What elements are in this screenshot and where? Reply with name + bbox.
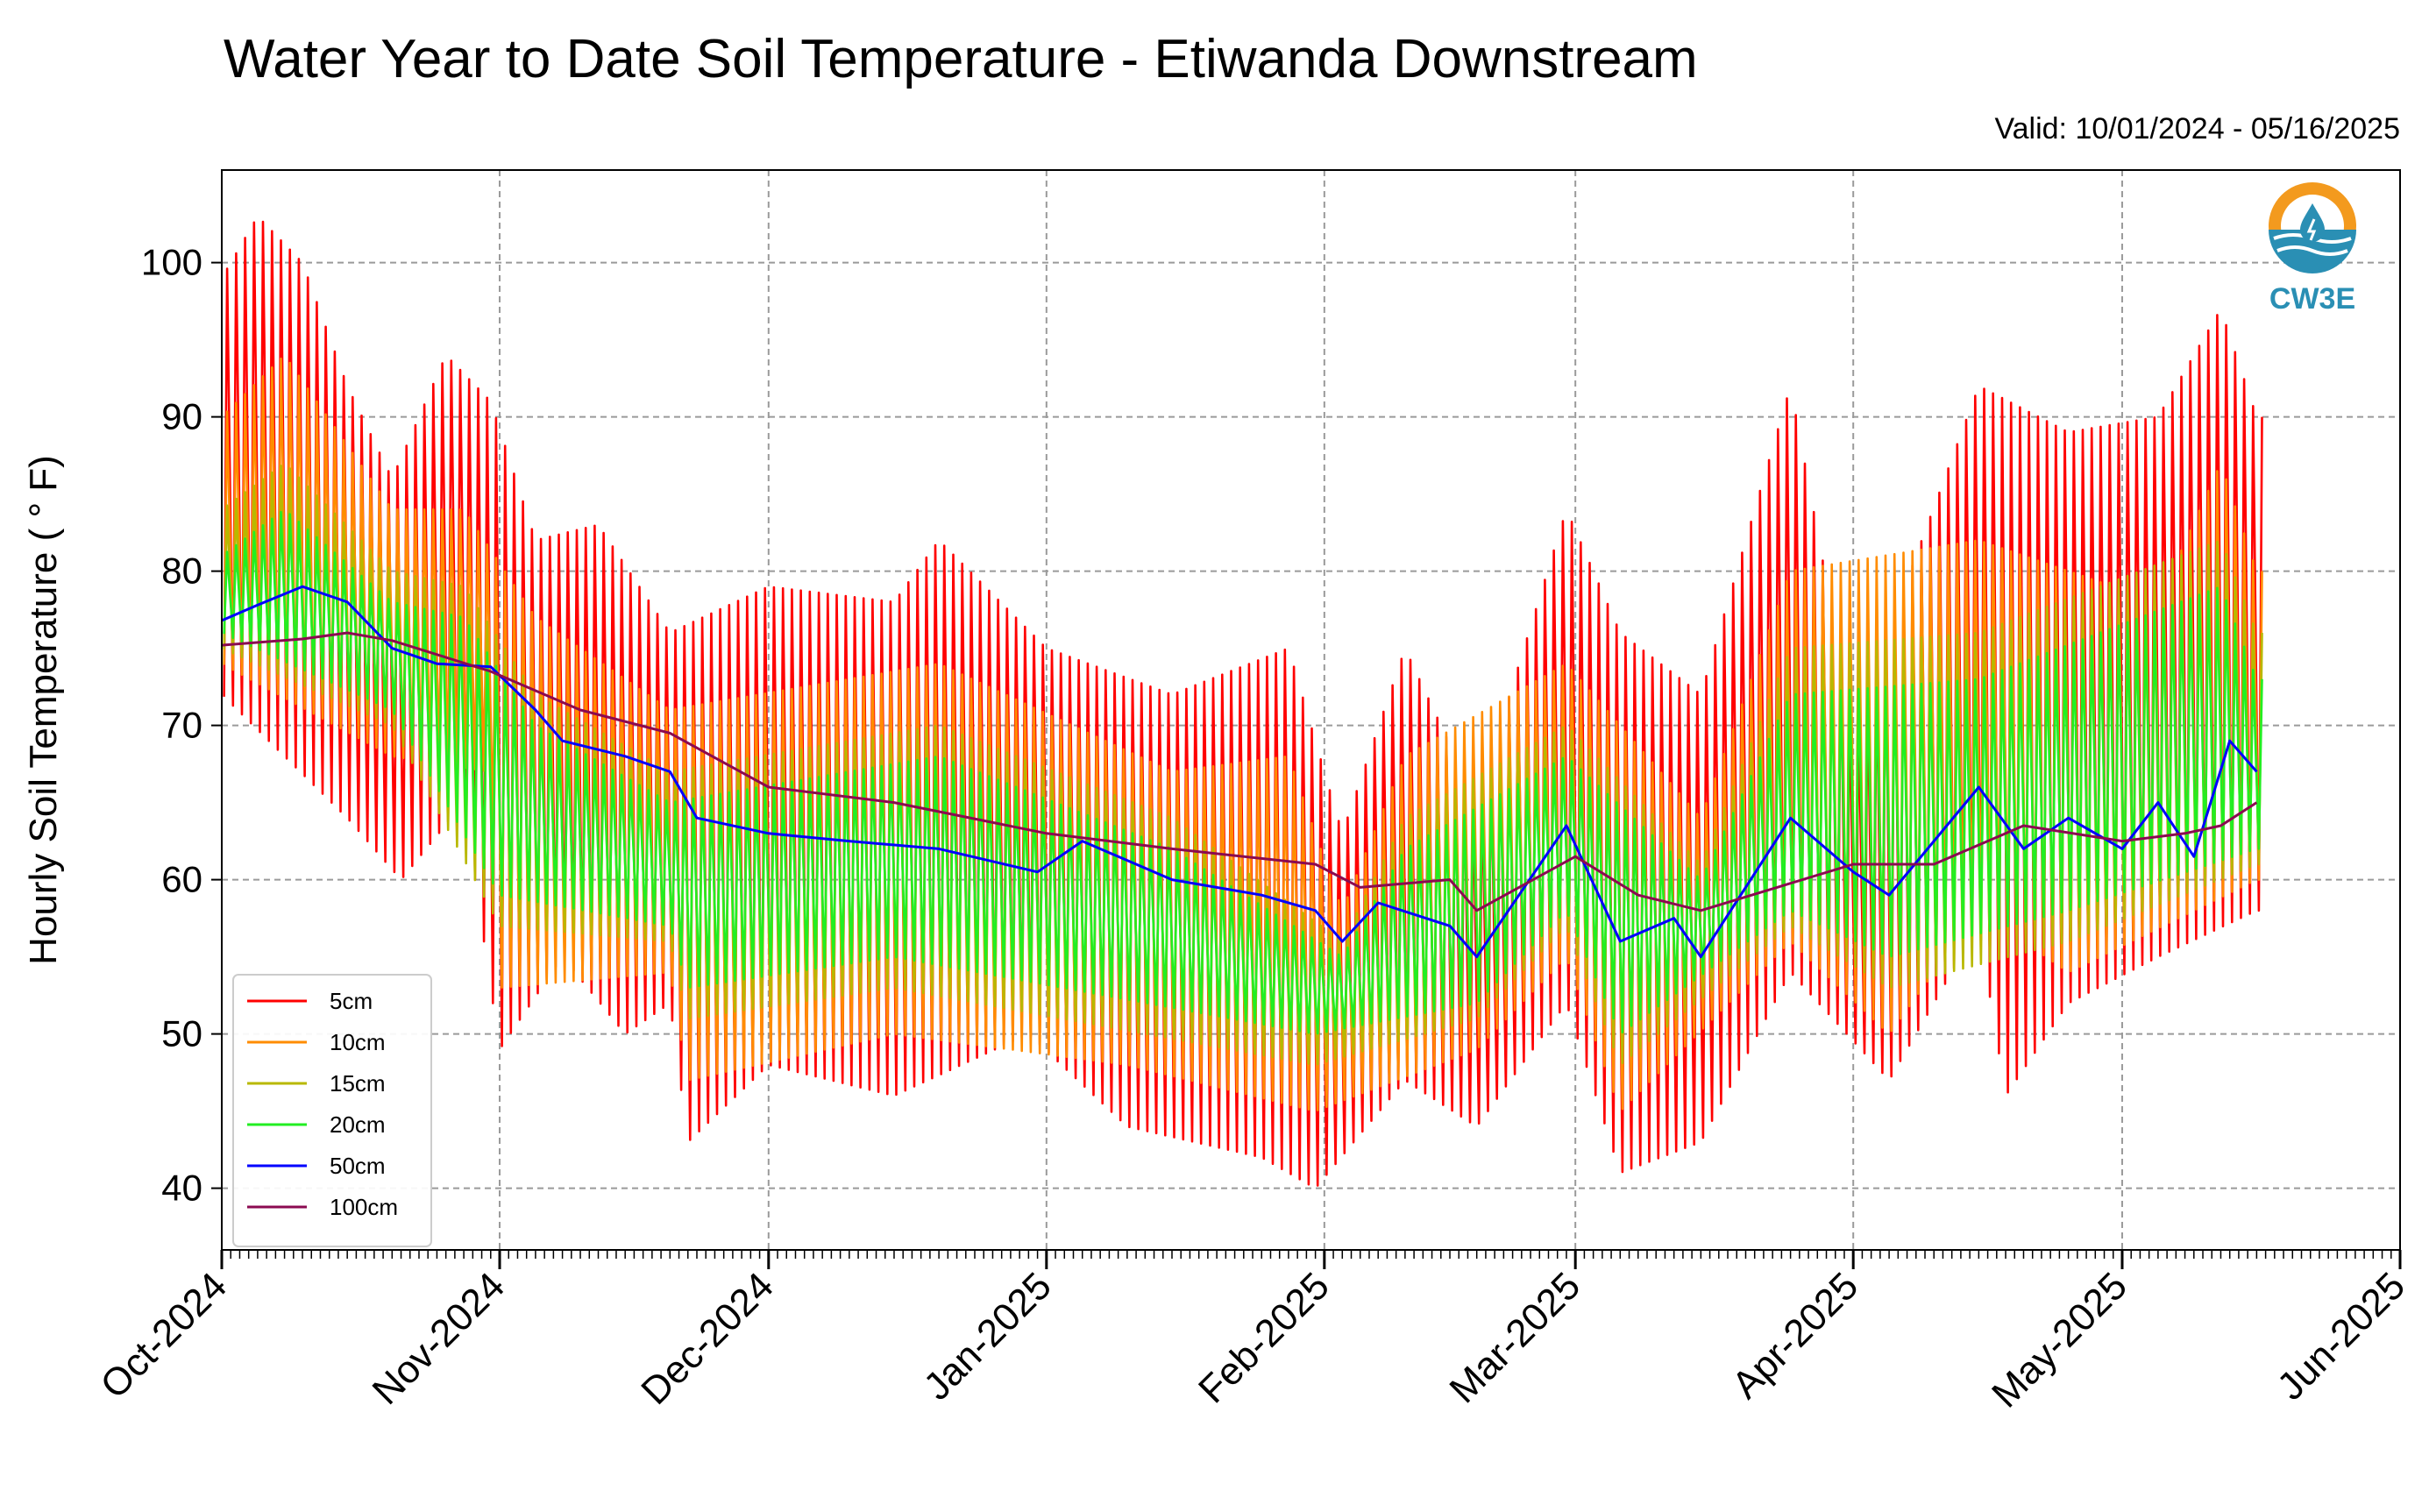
y-tick-label: 80 xyxy=(161,550,202,592)
y-tick-label: 100 xyxy=(141,242,202,283)
x-tick-label: Apr-2025 xyxy=(1724,1264,1867,1407)
series-line-50cm xyxy=(221,585,2258,959)
y-axis-label: Hourly Soil Temperature ( ° F) xyxy=(22,455,65,965)
series-line-20cm xyxy=(223,510,2263,1035)
x-tick-label: Feb-2025 xyxy=(1190,1264,1338,1411)
y-tick-label: 40 xyxy=(161,1168,202,1209)
x-tick-label: Nov-2024 xyxy=(365,1264,514,1413)
y-tick-label: 60 xyxy=(161,859,202,900)
legend-label-100cm: 100cm xyxy=(330,1194,398,1220)
legend: 5cm 10cm 15cm 20cm 50cm 100cm xyxy=(232,974,432,1247)
y-tick-label: 50 xyxy=(161,1013,202,1054)
x-tick-label: Mar-2025 xyxy=(1441,1264,1588,1411)
gridlines xyxy=(221,170,2401,1250)
x-tick-label: Oct-2024 xyxy=(92,1264,235,1407)
plot-frame xyxy=(221,169,2401,1251)
valid-date-range: Valid: 10/01/2024 - 05/16/2025 xyxy=(1994,112,2400,146)
x-tick-label: Dec-2024 xyxy=(633,1264,782,1413)
cw3e-water-drop-logo-icon xyxy=(2269,182,2356,273)
series-line-100cm xyxy=(221,631,2258,912)
x-tick-label: May-2025 xyxy=(1984,1264,2135,1416)
legend-label-20cm: 20cm xyxy=(330,1111,386,1138)
logo-text: CW3E xyxy=(2269,282,2355,316)
series-lines xyxy=(221,220,2263,1187)
chart-title: Water Year to Date Soil Temperature - Et… xyxy=(224,29,1698,89)
cw3e-logo: CW3E xyxy=(2269,182,2356,316)
legend-label-15cm: 15cm xyxy=(330,1070,386,1097)
x-tick-label: Jan-2025 xyxy=(916,1264,1060,1408)
x-tick-label: Jun-2025 xyxy=(2269,1264,2413,1408)
legend-label-5cm: 5cm xyxy=(330,988,373,1014)
legend-label-50cm: 50cm xyxy=(330,1153,386,1179)
y-tick-label: 70 xyxy=(161,705,202,746)
y-tick-label: 90 xyxy=(161,396,202,437)
legend-label-10cm: 10cm xyxy=(330,1029,386,1055)
